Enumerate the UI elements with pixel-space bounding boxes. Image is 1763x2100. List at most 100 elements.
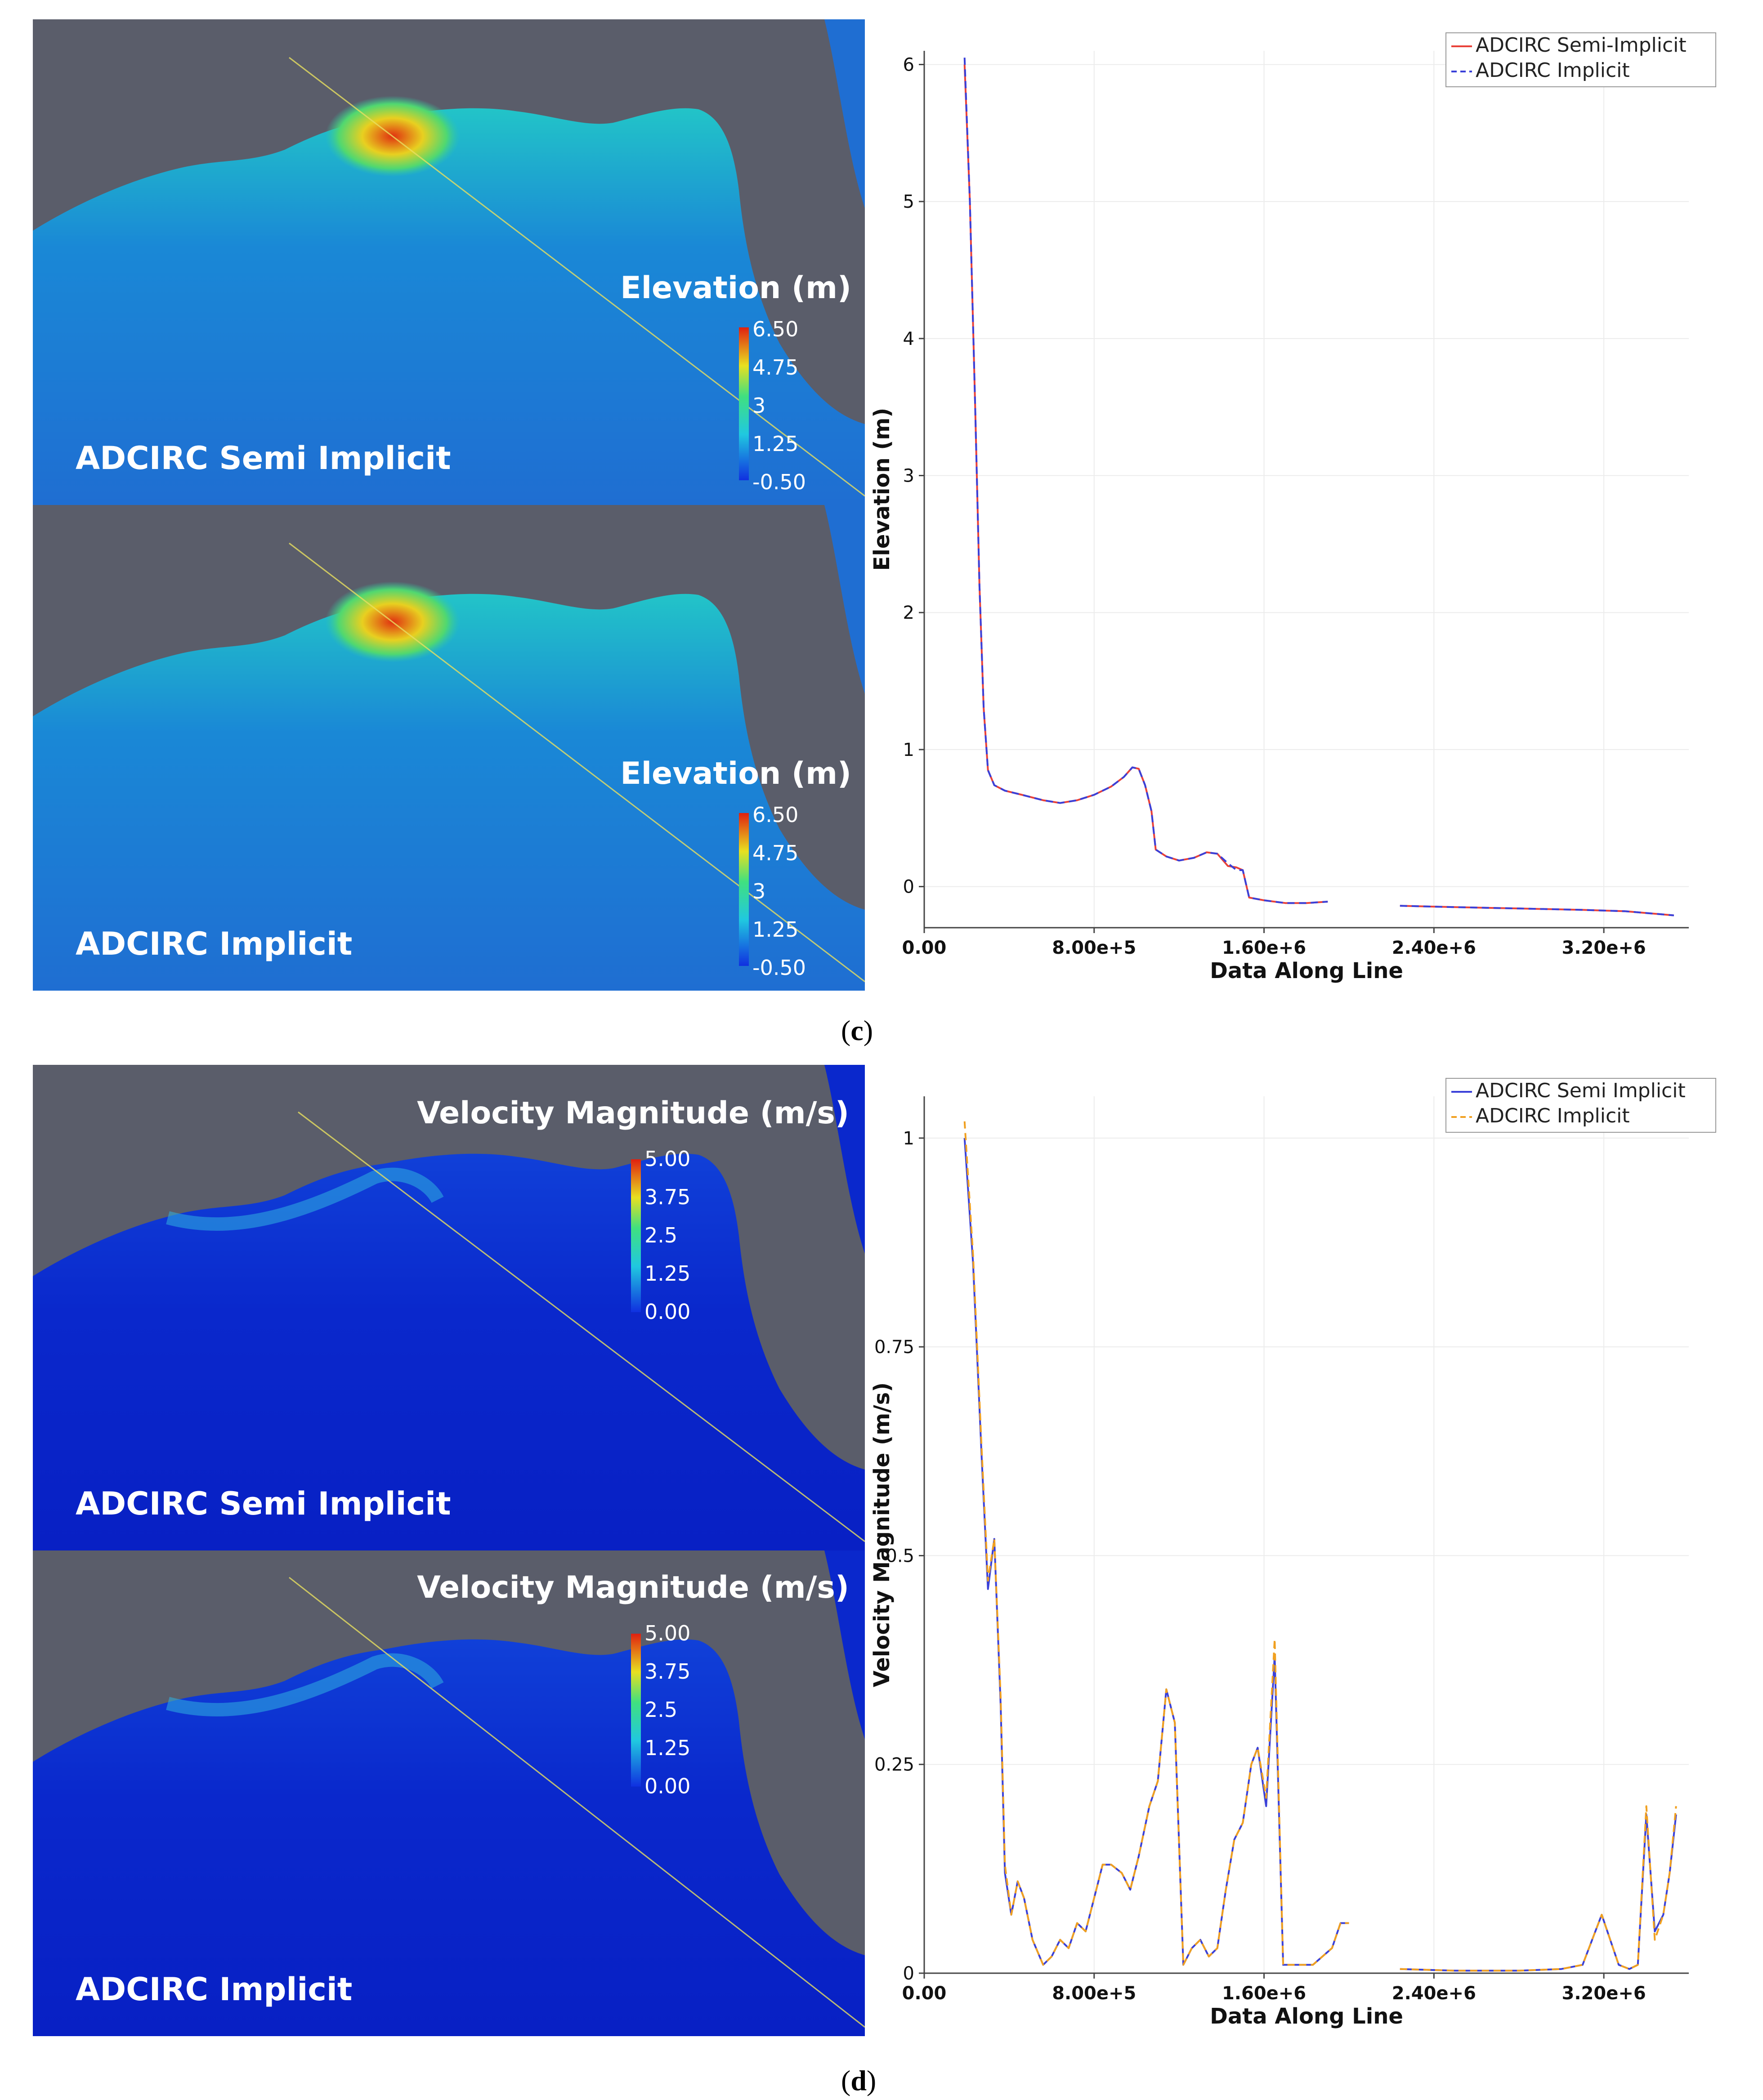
colorbar [739, 813, 749, 966]
y-tick-label: 0 [903, 1963, 914, 1984]
y-tick-label: 0 [903, 877, 914, 898]
colorbar [631, 1159, 641, 1312]
y-tick-label: 1 [903, 740, 914, 760]
colorbar-tick: -0.50 [752, 956, 806, 980]
colorbar-tick: 2.5 [644, 1223, 677, 1247]
sample-line [298, 1111, 865, 1542]
legend-entry: ADCIRC Implicit [1476, 1104, 1630, 1127]
panel-caption: (d) [841, 2064, 877, 2096]
x-tick-label: 8.00e+5 [1052, 938, 1136, 958]
elevation-map-implicit: Elevation (m) 6.50 4.75 3 1.25 -0.50 ADC… [33, 505, 865, 991]
y-tick-label: 1 [903, 1128, 914, 1149]
colorbar-tick: 1.25 [644, 1261, 690, 1286]
map-svg: Velocity Magnitude (m/s) 5.00 3.75 2.5 1… [33, 1550, 865, 2036]
sample-line [289, 57, 865, 497]
x-tick-label: 1.60e+6 [1222, 938, 1306, 958]
map-label: ADCIRC Implicit [76, 925, 352, 962]
colorbar-tick: 1.25 [644, 1736, 690, 1760]
x-tick-label: 8.00e+5 [1052, 1983, 1136, 2004]
colorbar-tick: 3 [752, 879, 765, 903]
map-label: ADCIRC Semi Implicit [76, 440, 451, 477]
x-tick-label: 1.60e+6 [1222, 1983, 1306, 2004]
y-tick-label: 0.75 [874, 1337, 914, 1358]
x-tick-label: 2.40e+6 [1392, 1983, 1476, 2004]
ocean-east [824, 505, 865, 694]
panel-caption: (c) [841, 1014, 873, 1046]
elevation-map-semi-implicit: Elevation (m) 6.50 4.75 3 1.25 -0.50 ADC… [33, 19, 865, 505]
colorbar-title: Velocity Magnitude (m/s) [417, 1570, 849, 1605]
colorbar [739, 327, 749, 480]
colorbar [631, 1634, 641, 1787]
colorbar-tick: 3.75 [644, 1659, 690, 1684]
legend-box [1445, 1078, 1716, 1133]
colorbar-tick: 6.50 [752, 803, 798, 827]
series-line-2 [1400, 1805, 1677, 1972]
ocean-east [824, 1550, 865, 1739]
colorbar-title: Elevation (m) [620, 756, 851, 791]
series-line-1 [1400, 905, 1674, 916]
legend-entry: ADCIRC Semi-Implicit [1476, 34, 1687, 57]
colorbar-tick: 3 [752, 393, 765, 418]
x-axis-label: Data Along Line [1210, 958, 1403, 983]
y-tick-label: 3 [903, 466, 914, 487]
y-tick-label: 4 [903, 329, 914, 349]
map-label: ADCIRC Implicit [76, 1971, 352, 2008]
legend-entry: ADCIRC Semi Implicit [1476, 1079, 1686, 1102]
colorbar-tick: 0.00 [644, 1774, 690, 1798]
colorbar-tick: 0.00 [644, 1300, 690, 1324]
current-band [166, 1653, 444, 1716]
colorbar-tick: 4.75 [752, 355, 798, 380]
x-tick-label: 2.40e+6 [1392, 938, 1476, 958]
colorbar-tick: 5.00 [644, 1621, 690, 1645]
colorbar-tick: 1.25 [752, 917, 798, 942]
series-line-2 [963, 1121, 1349, 1966]
colorbar-tick: 1.25 [752, 432, 798, 456]
series-line-1 [963, 1138, 1349, 1966]
colorbar-title: Velocity Magnitude (m/s) [417, 1095, 849, 1131]
x-axis-label: Data Along Line [1210, 2004, 1403, 2029]
x-tick-label: 0.00 [902, 1983, 947, 2004]
colorbar-tick: 3.75 [644, 1185, 690, 1209]
series-line-2 [963, 58, 1328, 904]
map-svg: Elevation (m) 6.50 4.75 3 1.25 -0.50 ADC… [33, 19, 865, 505]
legend-entry: ADCIRC Implicit [1476, 59, 1630, 82]
y-tick-label: 0.25 [874, 1755, 914, 1775]
sample-line [289, 542, 865, 983]
colorbar-tick: 5.00 [644, 1147, 690, 1171]
y-axis-label: Velocity Magnitude (m/s) [869, 1382, 895, 1687]
y-tick-label: 6 [903, 54, 914, 75]
map-label: ADCIRC Semi Implicit [76, 1485, 451, 1522]
x-tick-label: 3.20e+6 [1562, 938, 1646, 958]
map-svg: Velocity Magnitude (m/s) 5.00 3.75 2.5 1… [33, 1065, 865, 1550]
x-tick-label: 0.00 [902, 938, 947, 958]
colorbar-tick: 2.5 [644, 1698, 677, 1722]
ocean [33, 1639, 865, 2036]
colorbar-tick: 6.50 [752, 317, 798, 341]
colorbar-tick: -0.50 [752, 470, 806, 494]
series-line-1 [1400, 1814, 1677, 1972]
colorbar-tick: 4.75 [752, 841, 798, 865]
current-band [166, 1167, 444, 1231]
chart-svg: 0 1 2 3 4 5 6 0.00 8.00e+5 1.60e+6 2.40e+6 3.20e+6 D… [869, 32, 1716, 983]
map-svg: Elevation (m) 6.50 4.75 3 1.25 -0.50 ADC… [33, 505, 865, 991]
ocean [33, 1153, 865, 1550]
y-tick-label: 2 [903, 603, 914, 623]
series-line-1 [963, 64, 1328, 904]
legend-box [1445, 32, 1716, 87]
ocean [33, 594, 865, 991]
y-tick-label: 0.5 [886, 1546, 914, 1566]
elevation-line-chart: 0 1 2 3 4 5 6 0.00 8.00e+5 1.60e+6 2.40e+6 3.20e+6 D… [866, 19, 1736, 1000]
velocity-map-semi-implicit: Velocity Magnitude (m/s) 5.00 3.75 2.5 1… [33, 1065, 865, 1550]
y-tick-label: 5 [903, 192, 914, 212]
series-line-2 [1400, 905, 1674, 916]
chart-svg: 0 0.25 0.5 0.75 1 0.00 8.00e+5 1.60e+6 2.40e+6 3.… [869, 1078, 1716, 2029]
ocean [33, 108, 865, 505]
x-tick-label: 3.20e+6 [1562, 1983, 1646, 2004]
velocity-map-implicit: Velocity Magnitude (m/s) 5.00 3.75 2.5 1… [33, 1550, 865, 2036]
sample-line [289, 1577, 865, 2028]
y-axis-label: Elevation (m) [869, 408, 895, 571]
ocean-east [824, 1065, 865, 1254]
colorbar-title: Elevation (m) [620, 270, 851, 306]
ocean-east [824, 19, 865, 208]
velocity-line-chart: 0 0.25 0.5 0.75 1 0.00 8.00e+5 1.60e+6 2.40e+6 3.… [866, 1065, 1736, 2045]
